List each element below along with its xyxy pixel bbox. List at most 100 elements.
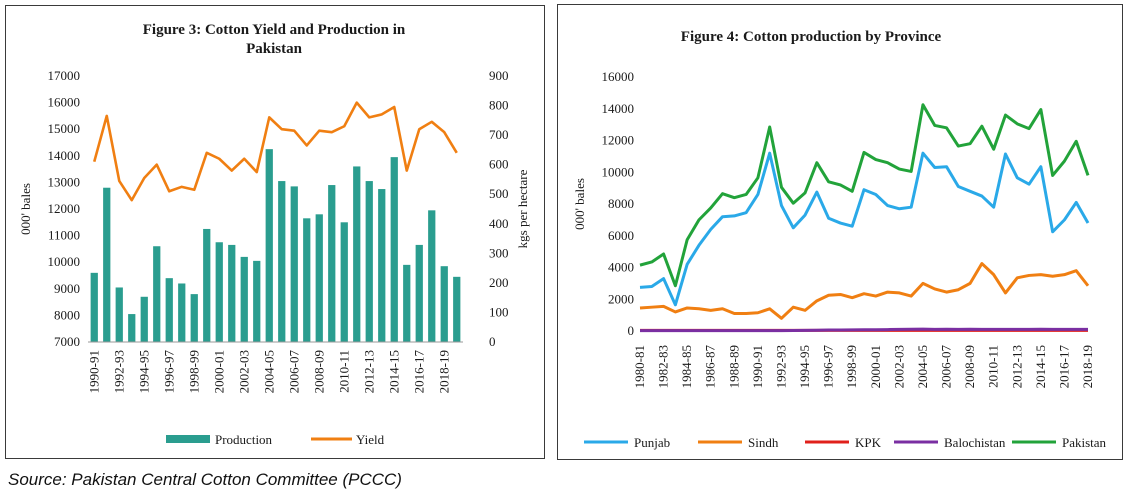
y2-tick-label: 900 (489, 68, 509, 83)
y-tick-label: 12000 (48, 201, 81, 216)
x-tick-label: 2000-01 (211, 350, 226, 393)
y2-tick-label: 500 (489, 186, 509, 201)
y-axis-label: 000' bales (18, 183, 33, 235)
x-tick-label: 1992-93 (773, 345, 788, 388)
production-bar (228, 244, 236, 342)
production-bar (253, 260, 261, 342)
x-tick-label: 1988-89 (726, 345, 741, 388)
y-tick-label: 12000 (602, 133, 635, 148)
y-tick-label: 16000 (48, 95, 81, 110)
x-tick-label: 1996-97 (821, 345, 836, 389)
production-bar (365, 181, 373, 342)
legend-label-yield: Yield (356, 432, 385, 447)
production-bar (303, 218, 311, 342)
y-tick-label: 9000 (54, 281, 80, 296)
x-tick-label: 1982-83 (656, 345, 671, 388)
y2-tick-label: 0 (489, 334, 496, 349)
production-bar (428, 210, 436, 342)
production-bar (415, 244, 423, 342)
x-tick-label: 1996-97 (161, 350, 176, 394)
production-bar (440, 266, 448, 342)
figure-3-panel: Figure 3: Cotton Yield and Production in… (5, 5, 545, 459)
legend-label-pakistan: Pakistan (1062, 435, 1107, 450)
source-note: Source: Pakistan Central Cotton Committe… (8, 470, 402, 489)
production-bar (315, 214, 323, 342)
y2-tick-label: 800 (489, 98, 509, 113)
y-tick-label: 7000 (54, 334, 80, 349)
y-tick-label: 14000 (602, 101, 635, 116)
series-line-balochistan (640, 327, 1088, 333)
legend-label-balochistan: Balochistan (944, 435, 1006, 450)
y-tick-label: 11000 (48, 228, 80, 243)
legend-label-kpk: KPK (855, 435, 882, 450)
x-tick-label: 2016-17 (1056, 345, 1071, 389)
chart-title-line: Pakistan (246, 41, 303, 57)
x-tick-label: 2002-03 (236, 350, 251, 393)
y-tick-label: 15000 (48, 121, 81, 136)
y-tick-label: 10000 (602, 164, 635, 179)
production-bar (378, 189, 386, 342)
y-tick-label: 13000 (48, 174, 81, 189)
y-tick-label: 8000 (608, 196, 634, 211)
x-tick-label: 2014-15 (386, 350, 401, 393)
x-tick-label: 2018-19 (1080, 345, 1095, 388)
y-tick-label: 17000 (48, 68, 81, 83)
y-tick-label: 14000 (48, 148, 81, 163)
x-tick-label: 1994-95 (136, 350, 151, 393)
production-bar (165, 278, 173, 342)
production-bar (240, 256, 248, 342)
x-tick-label: 2010-11 (986, 345, 1001, 388)
province-production-chart: Figure 4: Cotton production by Province 0… (572, 29, 1107, 450)
production-bar (178, 283, 186, 342)
x-tick-label: 2006-07 (286, 350, 301, 394)
production-bar (203, 228, 211, 342)
production-bar (278, 181, 286, 342)
production-bar (103, 187, 111, 342)
production-bar (265, 149, 273, 342)
y-tick-label: 10000 (48, 254, 81, 269)
x-tick-label: 2018-19 (436, 350, 451, 393)
yield-line (92, 101, 458, 202)
production-bar (328, 185, 336, 342)
x-tick-label: 2000-01 (868, 345, 883, 388)
x-tick-label: 1980-81 (632, 345, 647, 388)
x-tick-label: 2014-15 (1033, 345, 1048, 388)
legend-label-sindh: Sindh (748, 435, 779, 450)
production-bar (215, 242, 223, 342)
production-bar (128, 314, 136, 342)
yield-production-chart: Figure 3: Cotton Yield and Production in… (18, 22, 530, 447)
production-bar (115, 287, 123, 342)
production-bar (453, 276, 461, 342)
production-bar (353, 166, 361, 342)
x-tick-label: 1998-99 (186, 350, 201, 393)
y-tick-label: 6000 (608, 228, 634, 243)
y2-tick-label: 100 (489, 304, 509, 319)
x-tick-label: 2004-05 (261, 350, 276, 393)
chart-title: Figure 4: Cotton production by Province (681, 29, 942, 45)
production-bar (390, 157, 398, 342)
production-bar (340, 222, 348, 342)
y2-tick-label: 400 (489, 216, 509, 231)
x-tick-label: 2006-07 (939, 345, 954, 389)
x-tick-label: 1998-99 (844, 345, 859, 388)
chart-title-line: Figure 3: Cotton Yield and Production in (143, 22, 406, 38)
production-bar (153, 246, 161, 342)
x-tick-label: 1994-95 (797, 345, 812, 388)
series-line-punjab (639, 151, 1090, 307)
y-tick-label: 16000 (602, 69, 635, 84)
series-line-pakistan (639, 103, 1090, 288)
y2-tick-label: 700 (489, 127, 509, 142)
x-tick-label: 2012-13 (361, 350, 376, 393)
x-tick-label: 1986-87 (703, 345, 718, 389)
x-tick-label: 1990-91 (86, 350, 101, 393)
y2-tick-label: 300 (489, 245, 509, 260)
x-tick-label: 2016-17 (411, 350, 426, 394)
x-tick-label: 2012-13 (1009, 345, 1024, 388)
y-axis-label: 000' bales (572, 178, 587, 230)
x-tick-label: 1984-85 (679, 345, 694, 388)
x-tick-label: 2008-09 (311, 350, 326, 393)
y-tick-label: 2000 (608, 291, 634, 306)
production-bar (190, 294, 198, 342)
production-bar (90, 272, 98, 342)
y-tick-label: 0 (628, 323, 635, 338)
